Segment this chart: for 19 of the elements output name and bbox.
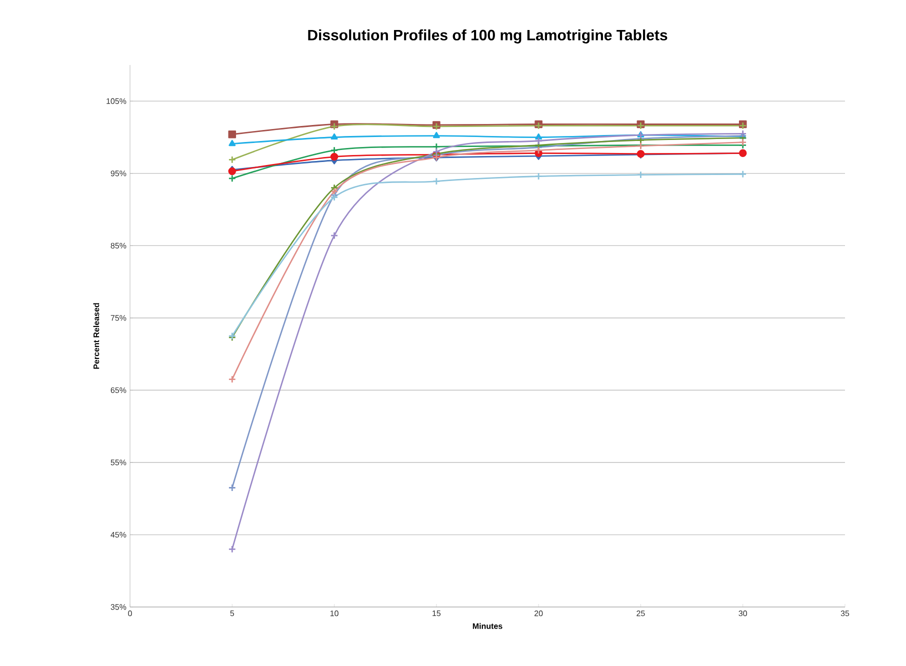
y-tick-label: 65% (110, 387, 126, 394)
x-axis-title: Minutes (472, 623, 502, 629)
x-tick-label: 25 (636, 610, 645, 616)
y-tick-label: 95% (110, 170, 126, 176)
x-tick-label: 30 (738, 610, 747, 616)
y-tick-label: 45% (110, 532, 126, 538)
y-tick-label: 75% (110, 315, 126, 321)
y-tick-label: 105% (106, 98, 126, 104)
x-tick-label: 35 (840, 610, 850, 616)
x-tick-label: 10 (330, 610, 338, 616)
y-tick-label: 55% (110, 460, 126, 466)
y-axis-title: Percent Released (93, 303, 100, 369)
x-tick-label: 0 (128, 610, 132, 616)
y-tick-label: 85% (110, 242, 126, 248)
x-tick-label: 5 (230, 610, 234, 616)
x-tick-label: 15 (432, 610, 441, 616)
x-tick-label: 20 (534, 610, 543, 616)
chart-title: Dissolution Profiles of 100 mg Lamotrigine Tablets (308, 29, 668, 44)
y-tick-label: 35% (110, 604, 126, 610)
